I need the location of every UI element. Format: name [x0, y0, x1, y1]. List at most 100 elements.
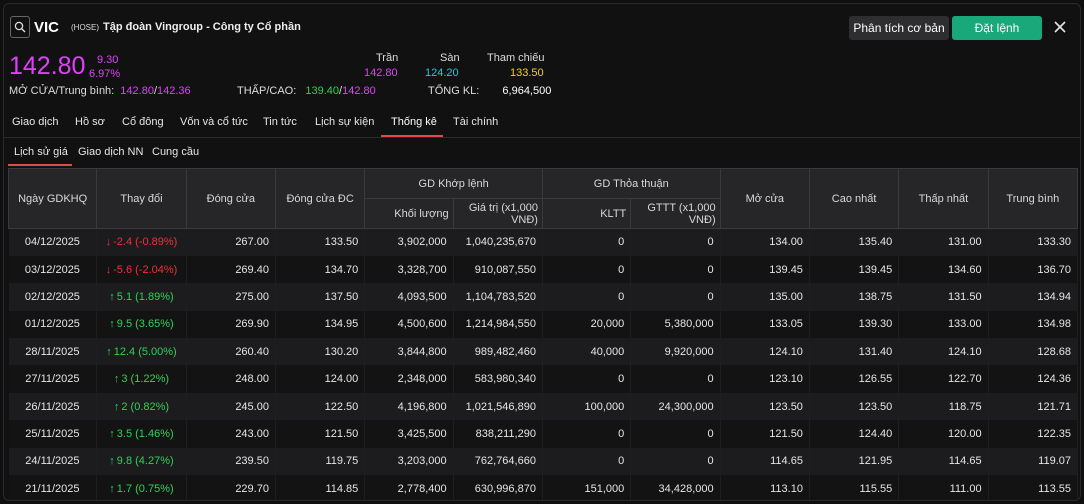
- cell-low: 111.00: [898, 475, 989, 500]
- cell-change: ↓ -5.6 (-2.04%): [96, 255, 187, 284]
- change-percent: 6.97%: [89, 68, 121, 80]
- cell-high: 139.45: [809, 255, 900, 284]
- open-price: 142.80: [120, 85, 154, 97]
- col-group-matched: GD Khớp lệnh: [364, 168, 543, 199]
- col-high[interactable]: Cao nhất: [808, 168, 900, 229]
- table-row[interactable]: 27/11/2025 ↑ 3 (1.22%) 248.00 124.00 2,348,00…: [8, 365, 1078, 393]
- cell-date: 21/11/2025: [8, 475, 98, 500]
- col-change[interactable]: Thay đổi: [96, 168, 187, 229]
- table-row[interactable]: 26/11/2025 ↑ 2 (0.82%) 245.00 122.50 4,196,80…: [8, 392, 1078, 421]
- cell-adj-close: 137.50: [275, 283, 366, 311]
- cell-date: 28/11/2025: [8, 338, 98, 366]
- cell-open: 123.10: [720, 365, 810, 393]
- exchange-label: (HOSE): [71, 22, 100, 32]
- table-row[interactable]: 28/11/2025 ↑ 12.4 (5.00%) 260.40 130.20 3,844…: [8, 338, 1078, 366]
- tab-capital-dividends[interactable]: Vốn và cổ tức: [180, 116, 248, 128]
- cell-matched-val: 762,764,660: [453, 447, 543, 476]
- cell-low: 131.00: [898, 228, 989, 256]
- col-date[interactable]: Ngày GDKHQ: [8, 168, 98, 229]
- open-average-label: MỞ CỬA/Trung bình:: [9, 85, 115, 97]
- cell-neg-val: 0: [630, 283, 721, 311]
- tab-news[interactable]: Tin tức: [263, 116, 297, 128]
- col-negotiated-value[interactable]: GTTT (x1,000 VNĐ): [630, 198, 721, 229]
- cell-adj-close: 134.95: [275, 310, 366, 339]
- col-negotiated-volume[interactable]: KLTT: [541, 198, 632, 229]
- table-row[interactable]: 03/12/2025 ↓ -5.6 (-2.04%) 269.40 134.70 3,32…: [8, 255, 1078, 284]
- tab-trading[interactable]: Giao dịch: [12, 116, 59, 128]
- reference-label: Tham chiếu: [487, 52, 545, 64]
- cell-neg-vol: 40,000: [542, 338, 632, 366]
- cell-adj-close: 122.50: [275, 392, 366, 421]
- cell-open: 134.00: [720, 228, 810, 256]
- cell-matched-vol: 4,196,800: [364, 392, 454, 421]
- table-row[interactable]: 24/11/2025 ↑ 9.8 (4.27%) 239.50 119.75 3,203,…: [8, 447, 1078, 476]
- cell-close: 267.00: [186, 228, 276, 256]
- cell-close: 269.40: [186, 255, 276, 284]
- cell-neg-vol: 0: [542, 283, 632, 311]
- cell-high: 131.40: [809, 338, 900, 366]
- cell-matched-val: 1,021,546,890: [453, 392, 543, 421]
- cell-change: ↑ 3.5 (1.46%): [96, 420, 187, 448]
- tab-profile[interactable]: Hồ sơ: [75, 116, 105, 128]
- cell-avg: 134.98: [988, 310, 1078, 339]
- fundamental-analysis-button[interactable]: Phân tích cơ bản: [849, 16, 949, 40]
- sub-tabs: Lịch sử giá Giao dịch NN Cung cầu: [4, 142, 1080, 166]
- search-icon: [14, 21, 26, 33]
- table-body: 04/12/2025 ↓ -2.4 (-0.89%) 267.00 133.50 3,90…: [8, 228, 1078, 500]
- cell-date: 02/12/2025: [8, 283, 98, 311]
- subtab-price-history[interactable]: Lịch sử giá: [14, 146, 68, 158]
- cell-low: 133.00: [898, 310, 989, 339]
- cell-change: ↓ -2.4 (-0.89%): [96, 228, 187, 256]
- cell-neg-vol: 0: [542, 365, 632, 393]
- cell-high: 138.75: [809, 283, 900, 311]
- cell-change: ↑ 1.7 (0.75%): [96, 475, 187, 500]
- tab-shareholders[interactable]: Cổ đông: [122, 116, 164, 128]
- tab-statistics[interactable]: Thống kê: [391, 116, 437, 128]
- table-row[interactable]: 04/12/2025 ↓ -2.4 (-0.89%) 267.00 133.50 3,90…: [8, 228, 1078, 256]
- cell-high: 135.40: [809, 228, 900, 256]
- cell-high: 126.55: [809, 365, 900, 393]
- subtab-foreign-trading[interactable]: Giao dịch NN: [78, 146, 144, 158]
- place-order-button[interactable]: Đặt lệnh: [952, 16, 1042, 40]
- table-row[interactable]: 01/12/2025 ↑ 9.5 (3.65%) 269.90 134.95 4,500,…: [8, 310, 1078, 339]
- col-average[interactable]: Trung bình: [987, 168, 1078, 229]
- cell-matched-val: 1,104,783,520: [453, 283, 543, 311]
- stock-header: VIC (HOSE) Tập đoàn Vingroup - Công ty C…: [10, 16, 301, 38]
- change-text: -2.4 (-0.89%): [113, 236, 178, 249]
- col-open[interactable]: Mở cửa: [719, 168, 810, 229]
- tab-finance[interactable]: Tài chính: [453, 116, 499, 128]
- arrow-up-icon: ↑: [109, 318, 115, 331]
- table-row[interactable]: 02/12/2025 ↑ 5.1 (1.89%) 275.00 137.50 4,093,…: [8, 283, 1078, 311]
- price-history-table: Ngày GDKHQ Thay đổi Đóng cửa Đóng cửa ĐC…: [8, 168, 1078, 500]
- cell-low: 120.00: [898, 420, 989, 448]
- close-button[interactable]: [1050, 16, 1070, 38]
- cell-close: 260.40: [186, 338, 276, 366]
- cell-matched-val: 989,482,460: [453, 338, 543, 366]
- cell-neg-val: 5,380,000: [630, 310, 721, 339]
- cell-matched-val: 838,211,290: [453, 420, 543, 448]
- col-low[interactable]: Thấp nhất: [898, 168, 989, 229]
- total-volume: TỔNG KL: 6,964,500: [428, 85, 551, 97]
- cell-avg: 122.35: [988, 420, 1078, 448]
- col-matched-value[interactable]: Giá trị (x1,000 VNĐ): [452, 198, 543, 229]
- floor-price: 124.20: [425, 67, 459, 79]
- tab-events[interactable]: Lịch sự kiện: [315, 116, 375, 128]
- cell-low: 114.65: [898, 447, 989, 476]
- cell-avg: 128.68: [988, 338, 1078, 366]
- subtab-supply-demand[interactable]: Cung cầu: [152, 146, 200, 158]
- arrow-up-icon: ↑: [109, 427, 115, 440]
- cell-close: 245.00: [186, 392, 276, 421]
- active-subtab-indicator: [8, 164, 72, 166]
- reference-price: 133.50: [510, 67, 544, 79]
- col-adjusted-close[interactable]: Đóng cửa ĐC: [274, 168, 366, 229]
- cell-matched-vol: 2,778,400: [364, 475, 454, 500]
- search-button[interactable]: [10, 16, 30, 38]
- cell-adj-close: 121.50: [275, 420, 366, 448]
- cell-matched-vol: 3,425,500: [364, 420, 454, 448]
- table-row[interactable]: 25/11/2025 ↑ 3.5 (1.46%) 243.00 121.50 3,425,…: [8, 420, 1078, 448]
- col-close[interactable]: Đóng cửa: [185, 168, 276, 229]
- col-matched-volume[interactable]: Khối lượng: [364, 198, 454, 229]
- table-row[interactable]: 21/11/2025 ↑ 1.7 (0.75%) 229.70 114.85 2,778,…: [8, 475, 1078, 500]
- low-high: THẤP/CAO: 139.40/142.80: [237, 85, 376, 97]
- cell-adj-close: 124.00: [275, 365, 366, 393]
